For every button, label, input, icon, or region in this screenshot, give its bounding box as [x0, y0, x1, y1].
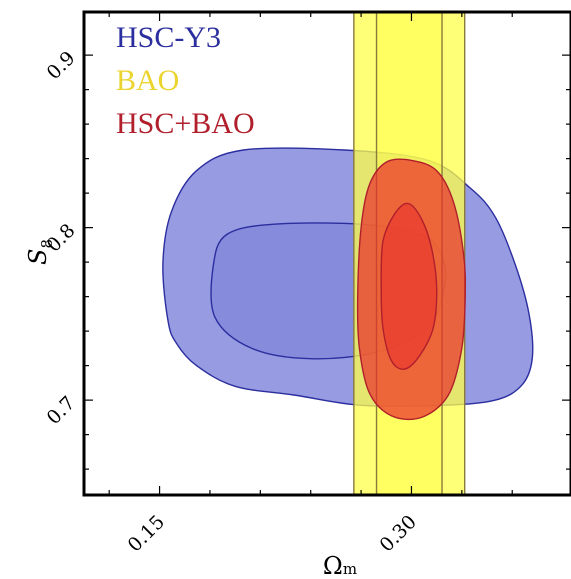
legend-entry: HSC+BAO [116, 107, 255, 140]
y-tick-label: 0.7 [43, 392, 80, 429]
legend-entry: HSC-Y3 [116, 21, 221, 54]
x-tick-label: 0.15 [124, 511, 169, 556]
axis-ticks: 0.15 0.300.70.80.9 [43, 12, 571, 556]
y-tick-label: 0.9 [43, 47, 80, 84]
legend-entry: BAO [116, 64, 179, 97]
x-tick-label: 0.30 [376, 511, 421, 556]
contour-layer [162, 12, 534, 495]
hsc-bao-contour-68 [380, 202, 438, 370]
x-axis-label: Ωm [323, 552, 357, 579]
plot-frame [82, 10, 571, 497]
legend: HSC-Y3 BAO HSC+BAO [116, 21, 255, 140]
y-axis-label: S8 [24, 239, 56, 265]
